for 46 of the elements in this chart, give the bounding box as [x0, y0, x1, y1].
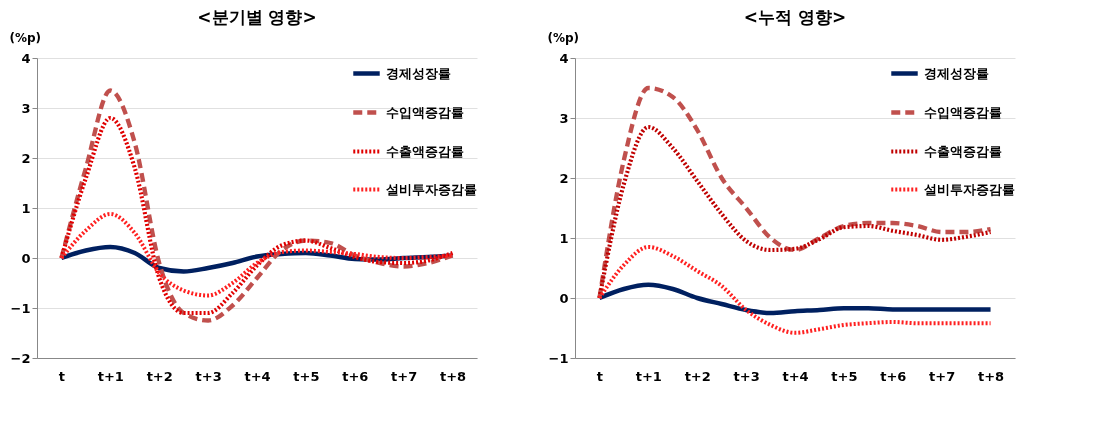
- y-tick-label: −1: [10, 300, 31, 316]
- x-tick-label: t+2: [146, 368, 173, 384]
- y-tick-label: 2: [21, 150, 31, 166]
- legend-label: 수입액증감률: [386, 104, 464, 120]
- y-axis-title: (%p): [9, 30, 42, 45]
- x-tick-label: t+6: [880, 368, 907, 384]
- x-tick-label: t+6: [342, 368, 369, 384]
- legend-label: 수출액증감률: [924, 143, 1002, 159]
- y-tick-label: 3: [21, 100, 31, 116]
- y-tick-label: 0: [21, 250, 31, 266]
- x-tick-label: t+5: [293, 368, 320, 384]
- x-tick-label: t+1: [97, 368, 124, 384]
- legend-label: 설비투자증감률: [924, 181, 1015, 197]
- legend-label: 수출액증감률: [386, 143, 464, 159]
- x-tick-label: t: [596, 368, 604, 384]
- line-series: [597, 245, 993, 335]
- chart-title: <누적 영향>: [743, 7, 847, 27]
- y-tick-label: 1: [559, 230, 569, 246]
- legend-label: 설비투자증감률: [386, 181, 477, 197]
- x-tick-label: t: [58, 368, 66, 384]
- y-tick-label: 0: [559, 290, 569, 306]
- x-tick-label: t+1: [635, 368, 662, 384]
- x-tick-label: t+2: [684, 368, 711, 384]
- y-tick-label: 4: [559, 50, 569, 66]
- legend-label: 경제성장률: [386, 65, 451, 81]
- x-tick-label: t+4: [782, 368, 809, 384]
- y-tick-label: −2: [10, 350, 31, 366]
- x-tick-label: t+7: [929, 368, 956, 384]
- y-tick-label: 1: [21, 200, 31, 216]
- y-axis-title: (%p): [547, 30, 580, 45]
- x-tick-label: t+4: [244, 368, 271, 384]
- legend-label: 수입액증감률: [924, 104, 1002, 120]
- line-series: [597, 282, 993, 316]
- y-tick-label: 4: [21, 50, 31, 66]
- x-tick-label: t+7: [391, 368, 418, 384]
- x-tick-label: t+8: [439, 368, 467, 384]
- line-series: [59, 212, 455, 298]
- y-tick-label: −1: [548, 350, 569, 366]
- chart-title: <분기별 영향>: [197, 7, 317, 27]
- x-tick-label: t+3: [733, 368, 760, 384]
- x-tick-label: t+5: [831, 368, 858, 384]
- y-tick-label: 3: [559, 110, 569, 126]
- x-tick-label: t+3: [195, 368, 222, 384]
- x-tick-label: t+8: [977, 368, 1005, 384]
- legend-label: 경제성장률: [924, 65, 989, 81]
- y-tick-label: 2: [559, 170, 569, 186]
